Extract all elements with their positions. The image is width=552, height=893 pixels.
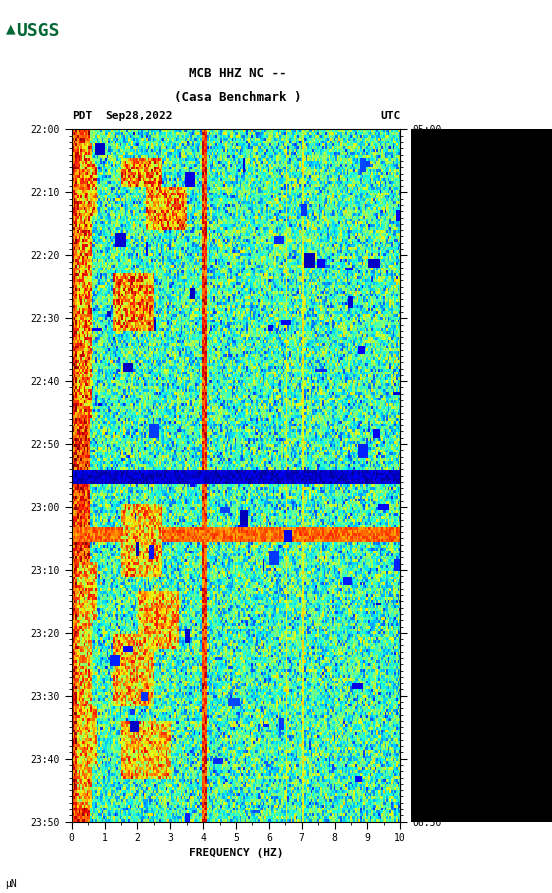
Text: UTC: UTC	[380, 111, 400, 121]
Text: PDT: PDT	[72, 111, 92, 121]
Text: MCB HHZ NC --: MCB HHZ NC --	[189, 67, 286, 80]
Text: (Casa Benchmark ): (Casa Benchmark )	[174, 91, 301, 104]
Text: ▲: ▲	[6, 22, 15, 36]
Text: Sep28,2022: Sep28,2022	[105, 111, 172, 121]
Text: USGS: USGS	[17, 22, 60, 40]
X-axis label: FREQUENCY (HZ): FREQUENCY (HZ)	[189, 847, 283, 857]
Text: μN: μN	[6, 879, 17, 889]
